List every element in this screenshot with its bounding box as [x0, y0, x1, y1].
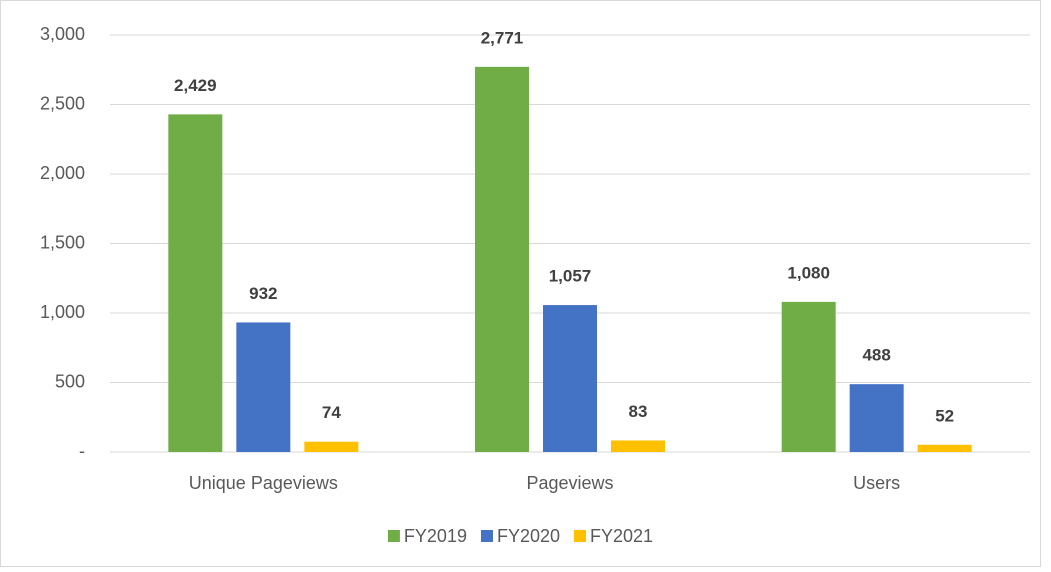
- legend-label: FY2020: [497, 526, 560, 546]
- bar: [168, 114, 223, 452]
- y-tick-label: 2,500: [40, 93, 85, 113]
- data-label: 1,080: [787, 263, 830, 282]
- bar: [849, 384, 904, 452]
- x-tick-label: Users: [853, 473, 900, 493]
- y-tick-label: 3,000: [40, 24, 85, 44]
- data-label: 83: [629, 402, 648, 421]
- legend-swatch: [480, 530, 493, 542]
- y-tick-label: 1,500: [40, 232, 85, 252]
- data-label: 488: [862, 346, 890, 365]
- y-tick-label: 500: [55, 371, 85, 391]
- x-tick-label: Unique Pageviews: [189, 473, 338, 493]
- bar: [917, 444, 972, 452]
- data-label: 2,429: [174, 76, 217, 95]
- bar: [304, 441, 359, 452]
- legend-label: FY2019: [404, 526, 467, 546]
- bar: [611, 440, 665, 452]
- y-tick-label: 2,000: [40, 163, 85, 183]
- y-tick-label: 1,000: [40, 302, 85, 322]
- bar: [475, 66, 529, 453]
- data-label: 932: [249, 284, 277, 303]
- y-tick-label: -: [79, 441, 85, 461]
- bar: [236, 322, 291, 452]
- bar: [781, 301, 836, 452]
- legend-swatch: [387, 530, 400, 542]
- data-label: 74: [322, 403, 341, 422]
- bar: [543, 305, 597, 452]
- data-label: 52: [935, 406, 954, 425]
- data-label: 1,057: [549, 267, 592, 286]
- legend-swatch: [574, 530, 587, 542]
- legend-label: FY2021: [590, 526, 653, 546]
- x-tick-label: Pageviews: [526, 473, 613, 493]
- data-label: 2,771: [481, 28, 524, 47]
